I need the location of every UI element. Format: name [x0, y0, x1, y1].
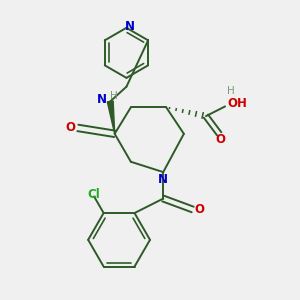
Text: Cl: Cl — [88, 188, 100, 201]
Text: N: N — [158, 173, 168, 186]
Text: O: O — [216, 133, 226, 146]
Polygon shape — [107, 101, 115, 134]
Text: N: N — [97, 93, 107, 106]
Text: OH: OH — [227, 97, 247, 110]
Text: O: O — [65, 122, 76, 134]
Text: H: H — [110, 91, 118, 100]
Text: N: N — [125, 20, 135, 33]
Text: O: O — [194, 203, 204, 216]
Text: H: H — [227, 86, 235, 96]
